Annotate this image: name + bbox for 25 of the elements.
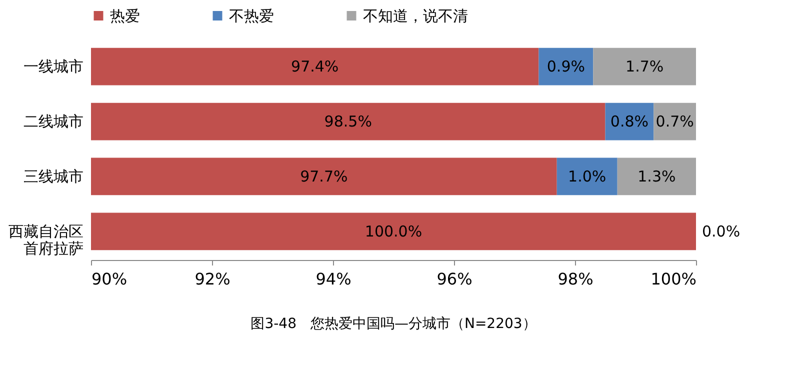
data-label: 100.0% (364, 222, 422, 240)
legend-label: 热爱 (110, 6, 140, 25)
data-label: 0.9% (546, 58, 585, 76)
x-tick-label: 96% (436, 270, 472, 288)
x-tick-label: 90% (92, 270, 128, 288)
y-tick-label: 西藏自治区首府拉萨 (8, 222, 84, 258)
data-label: 97.7% (300, 167, 348, 186)
data-label: 0.8% (610, 112, 649, 131)
y-tick-label: 二线城市 (24, 112, 84, 131)
y-tick-label: 一线城市 (24, 58, 84, 76)
data-label: 1.0% (568, 167, 606, 186)
data-label: 0.7% (656, 112, 694, 131)
y-tick-label: 三线城市 (24, 167, 84, 186)
x-tick-label: 98% (558, 270, 594, 288)
data-label: 97.4% (291, 58, 339, 76)
data-label: 98.5% (324, 112, 372, 131)
text: 图3-48 您热爱中国吗—分城市（N=2203） (250, 316, 536, 332)
x-tick-label: 92% (194, 270, 230, 288)
legend-label: 不知道，说不清 (363, 6, 468, 25)
data-label: 1.7% (626, 58, 664, 76)
data-label: 0.0% (702, 222, 740, 240)
x-tick-label: 100% (650, 270, 696, 288)
data-label: 1.3% (638, 167, 676, 186)
legend-label: 不热爱 (229, 6, 274, 25)
x-tick-label: 94% (316, 270, 352, 288)
